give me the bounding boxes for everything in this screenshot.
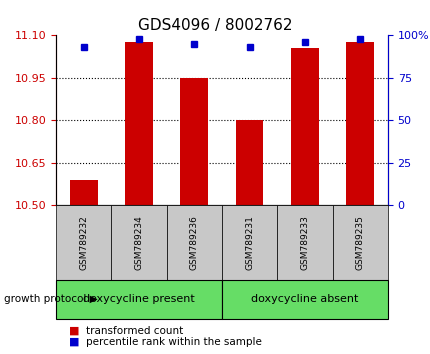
Text: doxycycline absent: doxycycline absent xyxy=(251,294,358,304)
Bar xyxy=(70,180,97,205)
Text: GSM789232: GSM789232 xyxy=(79,215,88,270)
Text: doxycycline present: doxycycline present xyxy=(83,294,194,304)
Text: ■: ■ xyxy=(69,326,79,336)
Bar xyxy=(180,79,208,205)
Text: GSM789231: GSM789231 xyxy=(245,215,254,270)
Text: GSM789233: GSM789233 xyxy=(300,215,309,270)
Text: ■: ■ xyxy=(69,337,79,347)
Text: GSM789236: GSM789236 xyxy=(189,215,198,270)
Bar xyxy=(235,120,263,205)
Bar xyxy=(290,48,318,205)
Text: GSM789235: GSM789235 xyxy=(355,215,364,270)
Text: GDS4096 / 8002762: GDS4096 / 8002762 xyxy=(138,18,292,33)
Text: transformed count: transformed count xyxy=(86,326,183,336)
Text: percentile rank within the sample: percentile rank within the sample xyxy=(86,337,261,347)
Text: growth protocol ▶: growth protocol ▶ xyxy=(4,294,98,304)
Text: GSM789234: GSM789234 xyxy=(134,215,143,270)
Bar xyxy=(346,42,373,205)
Bar xyxy=(125,42,153,205)
